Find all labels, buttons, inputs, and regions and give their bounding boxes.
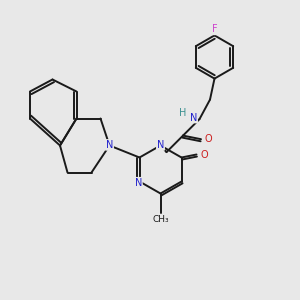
Text: F: F — [212, 24, 217, 34]
Text: N: N — [135, 178, 142, 188]
Text: O: O — [205, 134, 212, 144]
Text: O: O — [200, 149, 208, 160]
Text: N: N — [190, 112, 197, 123]
Text: H: H — [179, 107, 187, 118]
Text: N: N — [106, 140, 113, 150]
Text: CH₃: CH₃ — [152, 215, 169, 224]
Text: N: N — [157, 140, 164, 150]
